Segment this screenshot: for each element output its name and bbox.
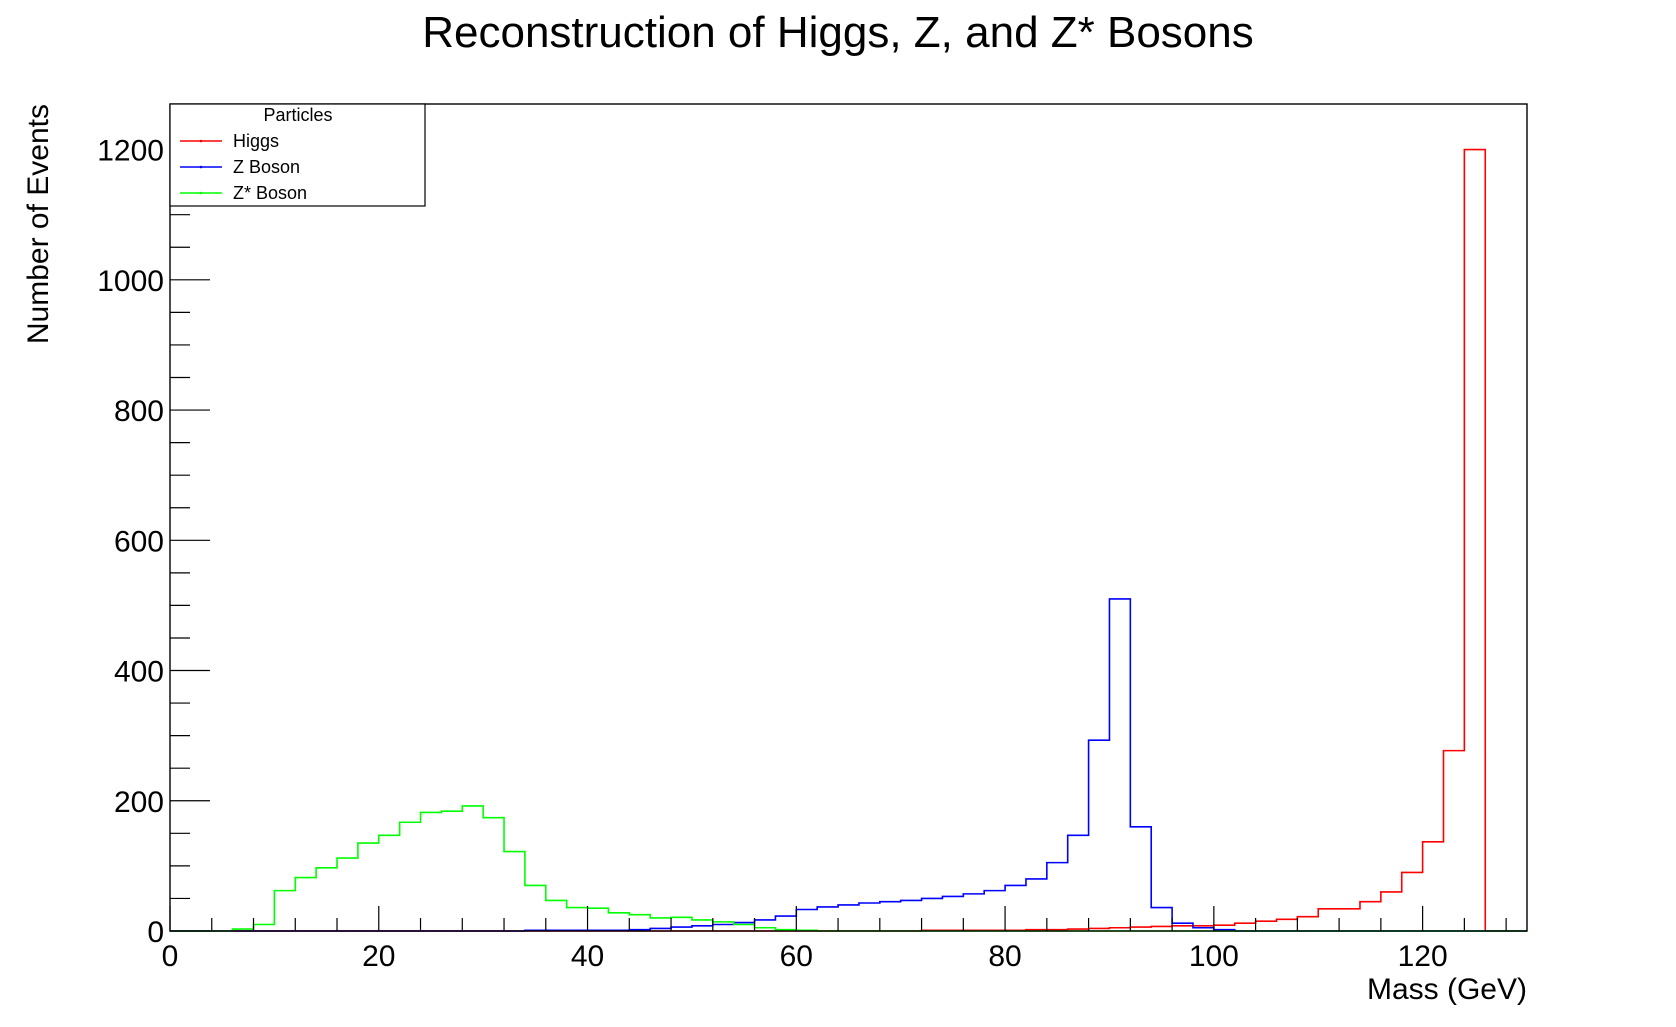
histogram-bin: [1360, 902, 1381, 931]
legend-box: [169, 103, 426, 207]
legend-entries: Higgs Z Boson Z* Boson: [180, 131, 307, 203]
histogram-bin: [483, 818, 504, 931]
histogram-bin: [1109, 599, 1130, 931]
y-axis-title: Number of Events: [22, 104, 55, 344]
x-tick-label: 100: [1189, 940, 1239, 973]
histogram-bin: [546, 900, 567, 931]
x-tick-label: 0: [162, 940, 179, 973]
histogram-bin: [1256, 921, 1277, 931]
histogram-bin: [358, 843, 379, 931]
histogram-bin: [441, 811, 462, 931]
histogram-bin: [671, 917, 692, 931]
histogram-bin: [400, 822, 421, 931]
histogram-bin: [1339, 909, 1360, 931]
histogram-bin: [1381, 892, 1402, 931]
x-axis-title: Mass (GeV): [1367, 973, 1527, 1006]
x-axis: 0 20 40 60 80 100 120: [162, 906, 1507, 973]
y-tick-label: 1200: [97, 135, 164, 168]
histogram-bin: [504, 852, 525, 931]
histogram-bin: [922, 898, 943, 931]
series-step-line: [231, 805, 818, 932]
histogram-bin: [629, 915, 650, 931]
legend-label: Z Boson: [233, 157, 300, 177]
histogram-bin: [1172, 923, 1193, 931]
histogram-bin: [295, 878, 316, 931]
histogram-bin: [1005, 885, 1026, 931]
histogram-bin: [1423, 842, 1444, 931]
histogram-bin: [1047, 863, 1068, 931]
histogram-bin: [421, 812, 442, 931]
histogram-bin: [692, 920, 713, 931]
histogram-bin: [1276, 919, 1297, 931]
legend-marker: [199, 165, 203, 169]
histogram-bin: [1464, 150, 1485, 931]
histogram-bin: [1089, 740, 1110, 931]
histogram-bin: [880, 902, 901, 931]
histogram-bin: [1130, 827, 1151, 931]
y-tick-label: 0: [147, 916, 164, 949]
y-tick-label: 400: [114, 656, 164, 689]
histogram-bin: [462, 806, 483, 931]
histogram-bin: [316, 868, 337, 931]
histogram-bin: [734, 924, 755, 931]
y-axis: 0 200 400 600 800 1000 1200: [97, 116, 210, 949]
histogram-bin: [1443, 751, 1464, 931]
legend-label: Higgs: [233, 131, 279, 151]
histogram-bin: [588, 908, 609, 931]
histogram-bin: [1026, 879, 1047, 931]
histogram-bin: [274, 891, 295, 931]
histogram-bin: [838, 905, 859, 931]
x-tick-label: 40: [571, 940, 604, 973]
histogram-bin: [1068, 835, 1089, 931]
y-tick-label: 1000: [97, 265, 164, 298]
histogram-bin: [1402, 872, 1423, 931]
plot-frame: [169, 103, 1528, 932]
histogram-bin: [608, 913, 629, 931]
histogram-bin: [775, 916, 796, 931]
histogram-bin: [942, 896, 963, 931]
histogram-bin: [817, 907, 838, 931]
legend-label: Z* Boson: [233, 183, 307, 203]
legend-marker: [199, 139, 203, 143]
histogram-bin: [901, 900, 922, 931]
histogram-bin: [859, 903, 880, 931]
histogram-bin: [525, 885, 546, 931]
histogram-bin: [713, 922, 734, 931]
y-tick-label: 600: [114, 525, 164, 558]
chart-title: Reconstruction of Higgs, Z, and Z* Boson…: [422, 8, 1254, 57]
y-tick-label: 200: [114, 786, 164, 819]
histogram-bin: [796, 910, 817, 931]
histogram-bin: [379, 835, 400, 931]
histogram-bin: [1297, 917, 1318, 931]
histogram-bin: [254, 924, 275, 931]
legend-marker: [199, 191, 203, 195]
y-tick-label: 800: [114, 395, 164, 428]
x-tick-label: 20: [362, 940, 395, 973]
histogram-bin: [567, 908, 588, 931]
histogram-bin: [963, 894, 984, 931]
histogram-bin: [1235, 923, 1256, 931]
x-tick-label: 60: [780, 940, 813, 973]
histogram-bin: [1151, 908, 1172, 931]
x-tick-label: 80: [988, 940, 1021, 973]
legend-title: Particles: [263, 105, 332, 125]
legend: Particles Higgs Z Boson Z* Boson: [169, 103, 426, 207]
x-tick-label: 120: [1398, 940, 1448, 973]
histogram-bin: [1318, 909, 1339, 931]
histogram-bin: [337, 858, 358, 931]
histogram-bin: [650, 918, 671, 931]
histogram-bin: [984, 891, 1005, 931]
